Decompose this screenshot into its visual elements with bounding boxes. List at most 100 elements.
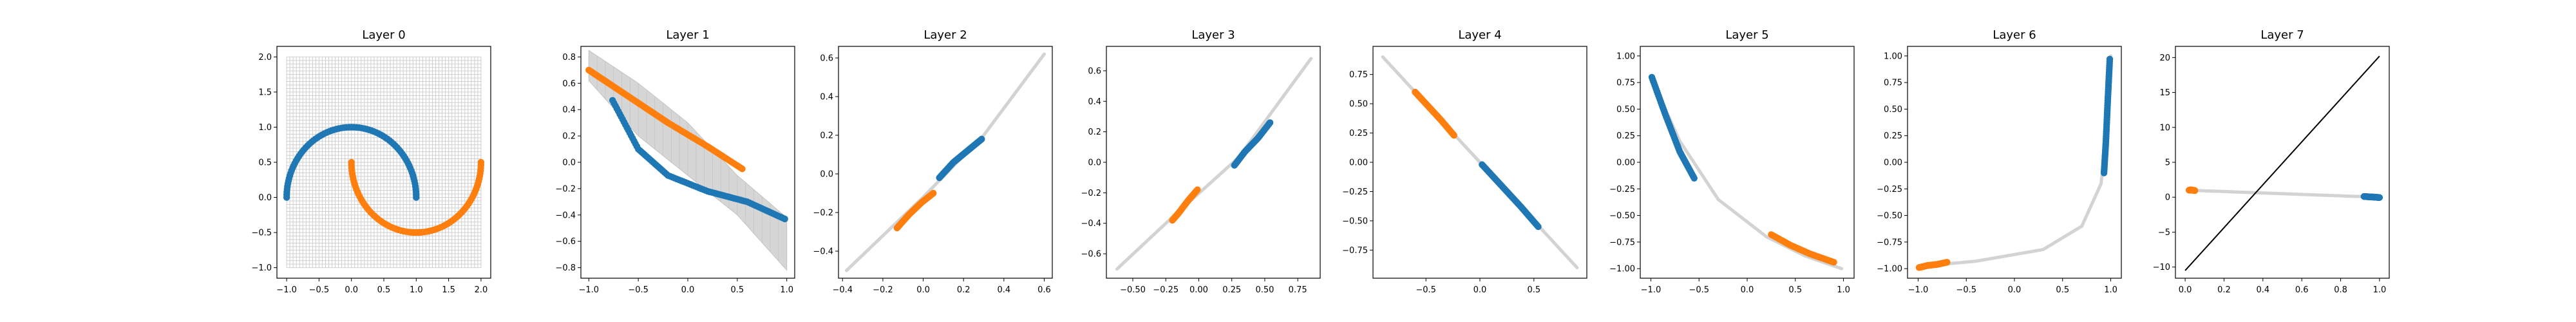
x-tick-label: −0.2 <box>873 285 893 295</box>
panel-1: −1.0 −0.5 0.0 0.5 1.0 −0.8 −0.6 −0.4 −0.2 0.0 0.2 0… <box>555 28 795 295</box>
x-tick-label: 0.75 <box>1289 285 1307 295</box>
x-tick-label: −1.0 <box>276 285 297 295</box>
y-tick-label: −0.5 <box>251 229 272 238</box>
y-tick-label: 0 <box>2165 193 2170 203</box>
x-tick-label: −0.5 <box>1956 285 1976 295</box>
series-1 <box>1915 259 1951 271</box>
y-tick-label: −0.4 <box>555 211 576 220</box>
data-point <box>1194 186 1201 193</box>
mesh-curve <box>1115 57 1313 271</box>
series-1 <box>2185 186 2199 194</box>
y-tick-label: −0.2 <box>555 184 576 194</box>
y-tick-label: 0.75 <box>1616 79 1635 88</box>
axes-frame <box>1106 46 1321 279</box>
y-tick-label: 0.2 <box>1088 128 1101 137</box>
series-1 <box>1169 186 1201 224</box>
y-tick-label: 15 <box>2159 88 2170 98</box>
plot-area <box>2184 55 2383 271</box>
y-tick-label: −10 <box>2153 263 2170 272</box>
mesh-curve <box>2187 188 2380 199</box>
data-point <box>283 194 290 201</box>
data-point <box>739 166 746 173</box>
data-point <box>1944 259 1951 266</box>
y-tick-label: −0.2 <box>1081 189 1101 198</box>
x-tick-label: 0.25 <box>1222 285 1241 295</box>
y-tick-label: 0.6 <box>820 54 833 64</box>
series-0 <box>936 135 985 182</box>
y-tick-label: 0.2 <box>820 131 833 141</box>
plot-area <box>585 50 788 271</box>
chart-title: Layer 1 <box>666 28 709 42</box>
x-tick-label: 0.5 <box>1788 285 1802 295</box>
y-tick-label: −1.00 <box>1877 265 1902 274</box>
y-tick-label: 0.00 <box>1349 158 1368 168</box>
y-tick-label: 1.5 <box>258 88 272 97</box>
data-point <box>978 135 985 143</box>
series-0 <box>609 97 788 223</box>
plot-area <box>1915 54 2114 271</box>
y-tick-label: 0.00 <box>1616 158 1635 168</box>
x-tick-label: −0.4 <box>832 285 853 295</box>
x-tick-label: 0.50 <box>1255 285 1274 295</box>
series-1 <box>893 189 937 232</box>
chart-title: Layer 2 <box>923 28 967 42</box>
y-tick-label: −0.75 <box>1877 238 1902 247</box>
series-0 <box>283 124 420 201</box>
y-tick-label: −0.25 <box>1342 187 1368 197</box>
plot-area <box>283 56 485 269</box>
y-tick-label: 0.50 <box>1884 105 1902 115</box>
x-tick-label: 1.0 <box>2373 285 2387 295</box>
data-point <box>781 215 788 223</box>
panel-6: −1.0 −0.5 0.0 0.5 1.0 −1.00 −0.75 −0.50 −0.25 0.0… <box>1877 28 2122 295</box>
x-tick-label: 0.2 <box>2217 285 2231 295</box>
axes-frame <box>838 46 1053 279</box>
chart-title: Layer 4 <box>1458 28 1501 42</box>
x-tick-label: 0.4 <box>2256 285 2269 295</box>
chart-title: Layer 7 <box>2260 28 2304 42</box>
y-tick-label: −1.0 <box>251 263 272 273</box>
plot-area <box>1381 55 1579 270</box>
series-1 <box>1768 231 1837 266</box>
chart-title: Layer 6 <box>1993 28 2036 42</box>
data-point <box>2376 194 2383 201</box>
y-tick-label: −0.4 <box>1081 219 1101 229</box>
y-tick-label: 0.2 <box>562 132 576 142</box>
x-tick-label: 0.0 <box>1473 285 1487 295</box>
data-point <box>1450 131 1457 139</box>
y-tick-label: 0.75 <box>1349 70 1368 80</box>
y-tick-label: 0.25 <box>1349 129 1368 138</box>
panel-2: −0.4 −0.2 0.0 0.2 0.4 0.6 −0.4 −0.2 0.0 0.2 0.4 0.6… <box>813 28 1053 295</box>
y-tick-label: 0.25 <box>1884 131 1902 141</box>
y-tick-label: −0.50 <box>1342 216 1368 226</box>
y-tick-label: −0.25 <box>1609 185 1635 194</box>
x-tick-label: 0.0 <box>1741 285 1754 295</box>
x-tick-label: 0.0 <box>345 285 358 295</box>
x-tick-label: 0.4 <box>997 285 1010 295</box>
chart-title: Layer 5 <box>1725 28 1768 42</box>
y-tick-label: 10 <box>2159 123 2170 133</box>
y-tick-label: −0.25 <box>1877 185 1902 194</box>
y-tick-label: −0.4 <box>813 247 833 257</box>
y-tick-label: 0.50 <box>1349 100 1368 109</box>
panel-3: −0.50 −0.25 0.00 0.25 0.50 0.75 −0.6 −0.4 −0.2 0.… <box>1081 28 1321 295</box>
x-tick-label: 0.8 <box>2334 285 2347 295</box>
panel-7: 0.0 0.2 0.4 0.6 0.8 1.0 −10 −5 0 5 10 15 20 Layer 7 <box>2153 28 2390 295</box>
data-point <box>2106 55 2114 63</box>
x-tick-label: −1.0 <box>579 285 600 295</box>
x-tick-label: 0.5 <box>377 285 391 295</box>
y-tick-label: 0.50 <box>1616 105 1635 115</box>
data-point <box>1535 223 1542 231</box>
plot-area <box>1648 73 1844 270</box>
data-point <box>1830 259 1837 266</box>
x-tick-label: 2.0 <box>475 285 488 295</box>
x-tick-label: 1.0 <box>2104 285 2117 295</box>
series-0 <box>1648 73 1698 182</box>
series-1 <box>585 66 746 173</box>
y-tick-label: −0.50 <box>1877 211 1902 221</box>
y-tick-label: 1.0 <box>258 123 272 133</box>
series-1 <box>348 158 485 236</box>
chart-title: Layer 3 <box>1191 28 1235 42</box>
x-tick-label: 0.00 <box>1189 285 1208 295</box>
x-tick-label: −1.0 <box>1908 285 1929 295</box>
